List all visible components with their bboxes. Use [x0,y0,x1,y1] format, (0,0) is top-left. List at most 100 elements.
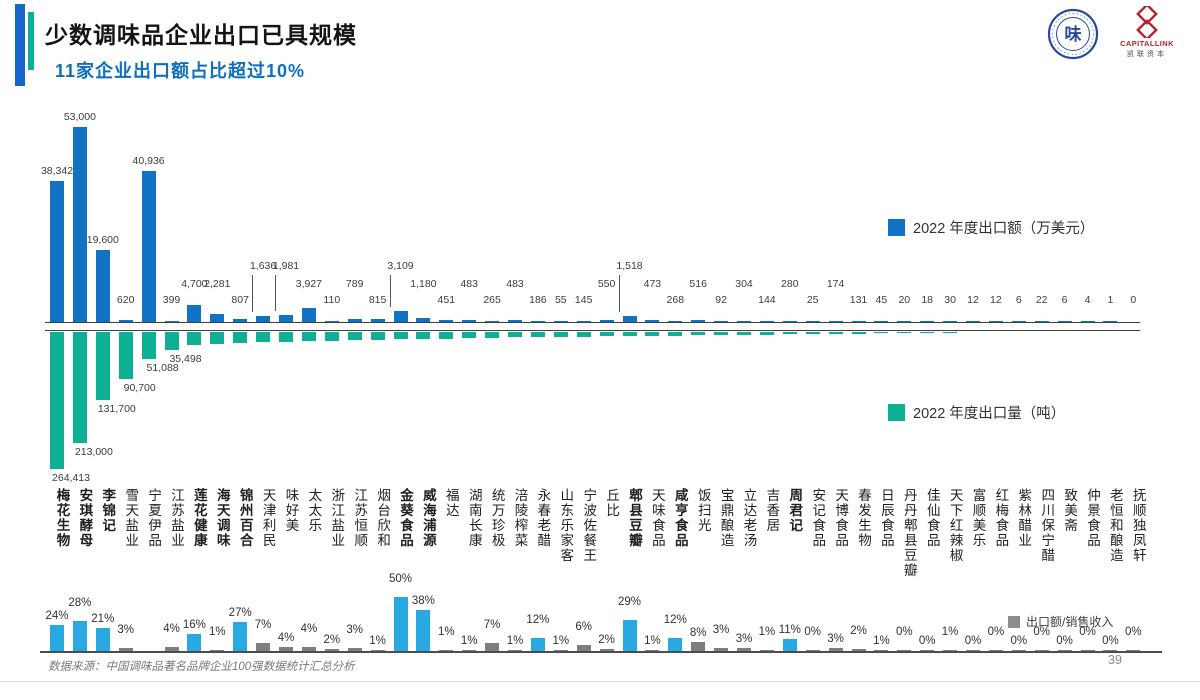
volume-value-label: 51,088 [146,361,179,374]
ratio-value-label: 1% [208,625,226,638]
export-bar [301,307,316,322]
volume-bar [416,332,431,339]
export-bar [462,320,477,322]
ratio-value-label: 7% [254,619,272,632]
volume-bar [462,332,477,339]
company-label: 致美斋 [1062,488,1078,533]
export-bar [943,321,958,322]
export-bar [1034,321,1049,322]
company-label: 富顺美乐 [970,488,986,548]
ratio-bar [324,648,339,651]
export-bar [347,319,362,322]
export-value-label: 53,000 [63,111,96,123]
ratio-value-label: 1% [873,634,890,647]
export-value-label: 19,600 [86,233,119,246]
volume-bar [485,332,500,338]
ratio-value-label: 0% [1033,626,1050,638]
export-value-label: 2,281 [204,278,231,290]
export-value-label: 18 [921,294,934,306]
volume-bar [943,332,958,333]
export-bar [118,319,133,322]
legend-ratio-label: 出口额/销售收入 [1026,615,1114,629]
legend-export-label: 2022 年度出口额（万美元） [913,221,1095,237]
ratio-value-label: 0% [964,635,982,647]
export-bar [141,171,156,322]
export-bar [1103,321,1118,322]
legend-export: 2022 年度出口额（万美元） [888,217,1094,238]
volume-bar [347,332,362,341]
ratio-value-label: 4% [163,622,180,635]
export-bar [897,321,912,322]
export-bar [828,321,843,322]
export-value-label: 451 [437,294,456,306]
export-bar [599,319,614,322]
export-bar [210,313,225,322]
volume-bar [576,332,591,337]
ratio-bar [347,647,362,651]
company-label: 福达 [443,488,459,518]
company-label: 日辰食品 [878,488,894,548]
company-label: 锦州百合 [237,488,253,548]
volume-bar [370,332,385,340]
company-label: 江苏盐业 [169,488,184,548]
company-label: 天下红辣椒 [947,488,963,563]
ratio-value-label: 0% [1102,635,1119,647]
seal-icon: 味 [1047,8,1099,60]
export-value-label: 12 [990,294,1002,306]
export-value-label: 174 [826,278,845,290]
ratio-bar [714,647,729,651]
export-value-label: 807 [231,294,249,306]
company-label: 饭扫光 [695,488,711,533]
volume-bar [599,332,614,337]
export-value-label: 45 [875,294,888,306]
page-subtitle: 11家企业出口额占比超过10% [55,61,306,81]
export-bar [324,321,339,322]
ratio-bar [553,649,568,651]
ratio-value-label: 24% [45,610,69,623]
export-label-leader [618,275,620,313]
ratio-bar [233,621,248,651]
company-label: 紫林醋业 [1016,488,1032,548]
ratio-value-label: 1% [552,634,570,647]
ratio-bar [874,649,889,651]
volume-bar [72,332,87,443]
legend-ratio-swatch [1008,615,1020,628]
ratio-value-label: 29% [617,595,642,608]
ratio-value-label: 0% [1079,626,1096,638]
ratio-bar [301,646,316,651]
ratio-bar [1126,650,1141,651]
export-bar [874,321,889,322]
ratio-bar [943,649,958,651]
volume-bar [439,332,454,339]
company-label: 仲景食品 [1085,488,1100,548]
export-value-label: 4,700 [181,278,208,290]
legend-volume-label: 2022 年度出口量（吨） [913,406,1066,422]
company-label: 宁波佐餐王 [581,488,597,563]
ratio-bar [1011,650,1026,651]
page-title: 少数调味品企业出口已具规模 [45,22,357,48]
ratio-bar [897,650,912,651]
company-label: 抚顺独凤轩 [1130,488,1146,563]
export-value-label: 40,936 [132,155,165,168]
company-label: 丹丹郫县豆瓣 [901,488,917,578]
export-value-label: 92 [715,294,727,306]
volume-bar [95,332,110,401]
volume-bar [279,332,293,342]
ratio-bar [828,647,843,651]
volume-bar [141,332,156,359]
export-value-label: 22 [1035,294,1048,306]
company-label: 宁夏伊品 [146,488,162,548]
company-label: 统万珍极 [489,488,505,548]
company-label: 立达老汤 [741,488,757,548]
ratio-value-label: 1% [941,625,959,638]
export-bar [256,315,271,322]
ratio-bar [920,650,935,651]
export-bar [416,317,431,322]
export-value-label: 399 [162,294,181,306]
ratio-bar [988,650,1003,651]
company-label: 周君记 [787,488,803,533]
volume-bar [393,332,408,340]
volume-bar [256,332,271,343]
volume-bar [851,332,866,334]
